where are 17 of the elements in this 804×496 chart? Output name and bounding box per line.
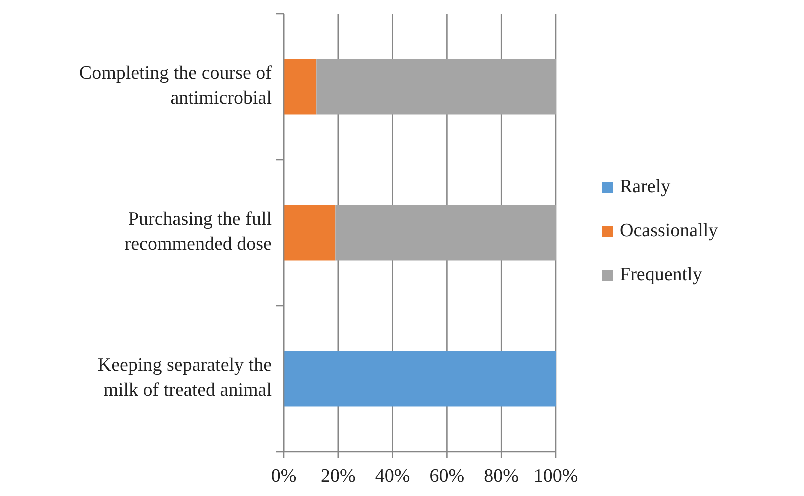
x-tick-label: 0% — [271, 466, 297, 487]
x-tick-label: 40% — [375, 466, 410, 487]
bar — [284, 59, 317, 115]
bar — [284, 205, 336, 261]
y-tick-label: Completing the course of antimicrobial — [79, 63, 273, 110]
legend-label: Ocassionally — [620, 220, 719, 242]
y-tick-label: Purchasing the full recommended dose — [124, 209, 272, 256]
x-tick-label: 100% — [534, 466, 578, 487]
legend-label: Frequently — [620, 264, 703, 286]
bar — [316, 59, 556, 115]
bar — [336, 205, 556, 261]
legend-label: Rarely — [620, 176, 672, 198]
y-tick-label: Keeping separately the milk of treated animal — [98, 355, 272, 402]
x-tick-label: 80% — [484, 466, 520, 487]
x-tick-label: 60% — [430, 466, 465, 487]
bar — [284, 351, 556, 407]
x-tick-label: 20% — [320, 466, 356, 487]
